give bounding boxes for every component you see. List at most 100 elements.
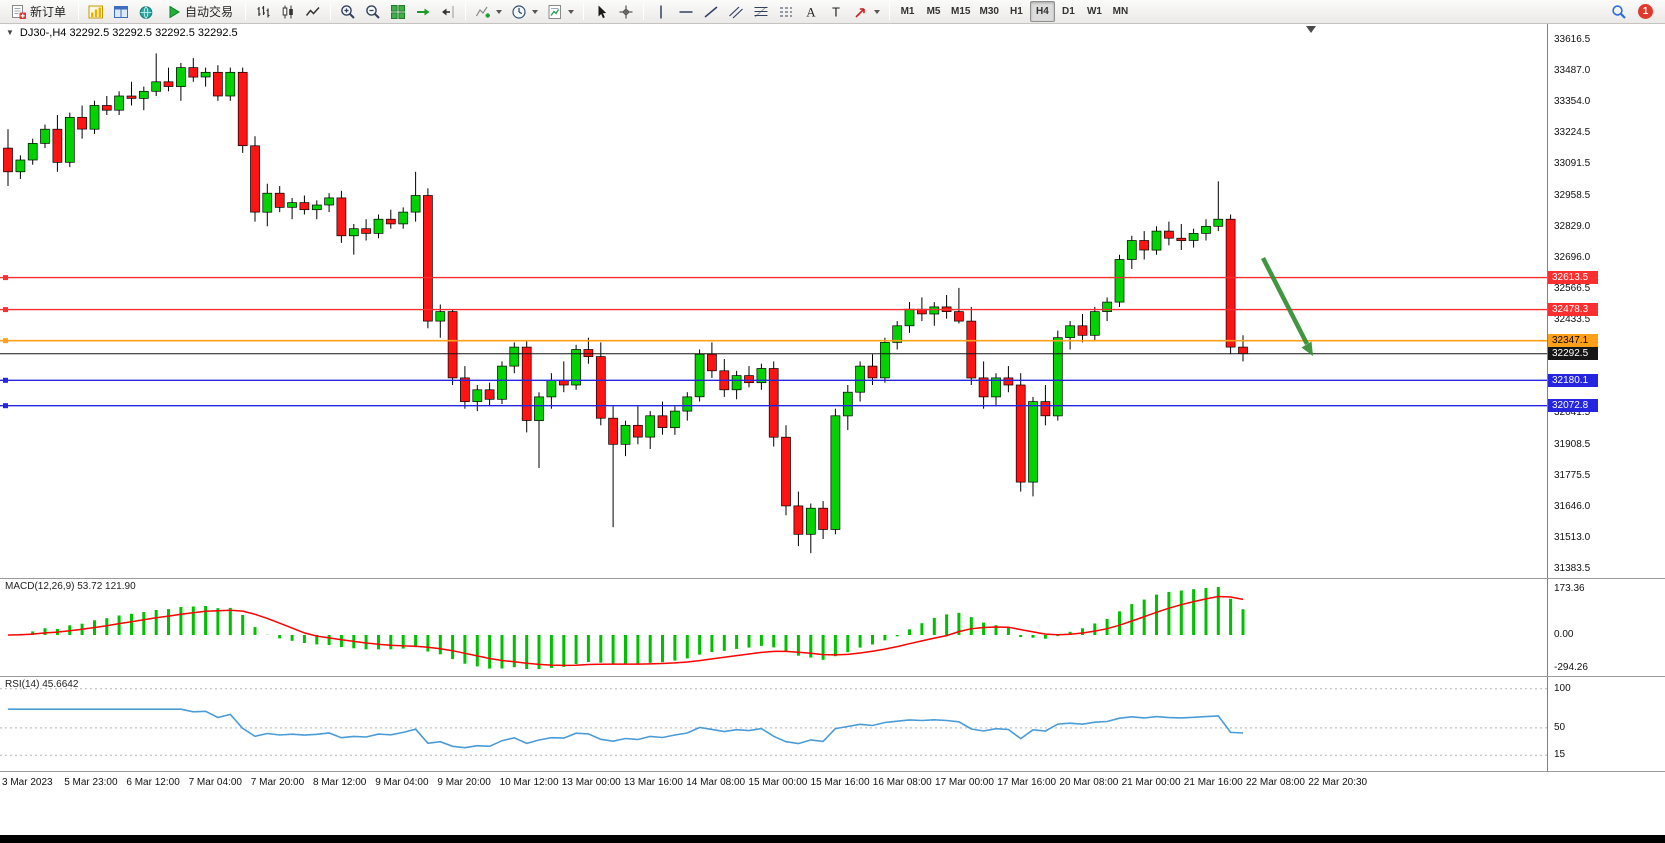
label-icon: T bbox=[832, 4, 840, 19]
candlestick-button[interactable] bbox=[276, 1, 300, 22]
time-axis-label: 21 Mar 16:00 bbox=[1183, 777, 1243, 788]
dropdown-arrow-icon bbox=[532, 9, 539, 14]
candlestick-icon bbox=[282, 5, 293, 18]
community-button[interactable] bbox=[134, 1, 158, 22]
time-axis-label: 22 Mar 08:00 bbox=[1246, 777, 1305, 788]
cursor-button[interactable] bbox=[589, 1, 613, 22]
zoom-in-button[interactable] bbox=[336, 1, 360, 22]
horizontal-line-icon bbox=[679, 10, 693, 13]
rsi-level-lines bbox=[0, 688, 1547, 756]
clock-icon bbox=[512, 4, 526, 19]
timeframe-button-d1[interactable]: D1 bbox=[1056, 1, 1081, 22]
profiles-button[interactable] bbox=[109, 1, 133, 22]
levels-icon bbox=[780, 7, 793, 16]
arrows-button[interactable] bbox=[849, 1, 884, 22]
toolbar-separator bbox=[245, 3, 247, 20]
timeframe-button-h4[interactable]: H4 bbox=[1029, 1, 1055, 22]
time-axis-label: 21 Mar 00:00 bbox=[1121, 777, 1181, 788]
rsi-axis-label: 100 bbox=[1554, 682, 1571, 694]
time-axis-label: 9 Mar 20:00 bbox=[437, 777, 491, 788]
trendline-icon bbox=[704, 5, 718, 18]
new-order-button[interactable]: 新订单 bbox=[4, 1, 73, 22]
rsi-axis-label: 15 bbox=[1554, 749, 1566, 761]
time-axis[interactable]: 3 Mar 2023 5 Mar 23:00 6 Mar 12:00 7 Mar 04… bbox=[0, 772, 1547, 812]
price-axis-label: 33091.5 bbox=[1554, 158, 1591, 170]
play-icon bbox=[169, 5, 180, 18]
text-button[interactable]: A bbox=[799, 1, 823, 22]
price-level-tag: 32613.5 bbox=[1548, 271, 1598, 285]
time-axis-label: 13 Mar 00:00 bbox=[561, 777, 621, 788]
price-axis-label: 33616.5 bbox=[1554, 34, 1591, 45]
tile-windows-button[interactable] bbox=[386, 1, 410, 22]
trendline-button[interactable] bbox=[699, 1, 723, 22]
crosshair-icon bbox=[619, 5, 633, 18]
zoom-out-icon bbox=[366, 4, 380, 19]
time-axis-label: 7 Mar 20:00 bbox=[250, 777, 305, 788]
line-handle[interactable] bbox=[3, 377, 8, 383]
line-handle[interactable] bbox=[3, 307, 8, 313]
timeframe-button-w1[interactable]: W1 bbox=[1082, 1, 1107, 22]
line-chart-button[interactable] bbox=[301, 1, 325, 22]
time-axis-label: 10 Mar 12:00 bbox=[499, 777, 559, 788]
main-chart-canvas[interactable] bbox=[0, 24, 1547, 578]
price-axis-label: 31775.5 bbox=[1554, 470, 1591, 482]
one-click-trading-toggle-icon[interactable]: ▼ bbox=[6, 28, 14, 37]
chart-window: ▼ DJ30-,H4 32292.5 32292.5 32292.5 32292… bbox=[0, 24, 1665, 835]
price-axis-label: 32958.5 bbox=[1554, 189, 1591, 201]
bar-chart-button[interactable] bbox=[251, 1, 275, 22]
price-axis-label: 33224.5 bbox=[1554, 126, 1591, 138]
auto-trading-button[interactable]: 自动交易 bbox=[159, 1, 240, 22]
search-button[interactable] bbox=[1607, 1, 1631, 22]
timeframe-button-m15[interactable]: M15 bbox=[947, 1, 974, 22]
time-axis-label: 8 Mar 12:00 bbox=[313, 777, 367, 788]
zoom-out-button[interactable] bbox=[361, 1, 385, 22]
toolbar-separator bbox=[643, 3, 645, 20]
zoom-in-icon bbox=[341, 4, 355, 19]
label-button[interactable]: T bbox=[824, 1, 848, 22]
macd-indicator-canvas[interactable] bbox=[0, 579, 1547, 676]
timeframe-button-m30[interactable]: M30 bbox=[975, 1, 1002, 22]
periods-button[interactable] bbox=[507, 1, 542, 22]
price-level-tag: 32292.5 bbox=[1548, 347, 1598, 361]
price-axis-label: 32041.5 bbox=[1554, 407, 1591, 419]
new-chart-button[interactable] bbox=[84, 1, 108, 22]
time-axis-separator bbox=[0, 771, 1665, 772]
price-axis[interactable]: 33616.5 33487.0 33354.0 33224.5 33091.5 32958… bbox=[1547, 24, 1665, 771]
dropdown-arrow-icon bbox=[874, 9, 881, 14]
time-axis-label: 22 Mar 20:30 bbox=[1308, 777, 1368, 788]
indicators-button[interactable] bbox=[471, 1, 506, 22]
panel-splitter[interactable] bbox=[0, 578, 1665, 579]
channel-button[interactable] bbox=[724, 1, 748, 22]
time-axis-label: 7 Mar 04:00 bbox=[188, 777, 242, 788]
time-axis-label: 17 Mar 00:00 bbox=[935, 777, 994, 788]
line-handle[interactable] bbox=[3, 403, 8, 409]
line-handle[interactable] bbox=[3, 275, 8, 281]
fibonacci-button[interactable] bbox=[749, 1, 773, 22]
chart-shift-marker-icon[interactable] bbox=[1306, 26, 1316, 33]
notifications-badge[interactable]: 1 bbox=[1638, 4, 1653, 19]
vertical-line-button[interactable] bbox=[649, 1, 673, 22]
levels-button[interactable] bbox=[774, 1, 798, 22]
rsi-indicator-canvas[interactable] bbox=[0, 677, 1547, 771]
dropdown-arrow-icon bbox=[496, 9, 503, 14]
crosshair-button[interactable] bbox=[614, 1, 638, 22]
timeframe-button-mn[interactable]: MN bbox=[1108, 1, 1133, 22]
toolbar-button-group: 新订单 自动交易 A T M1 M5 M15 M30 H1 H4 D1 W1 MN bbox=[4, 1, 1133, 22]
auto-scroll-button[interactable] bbox=[411, 1, 435, 22]
trend-arrow[interactable] bbox=[1260, 256, 1313, 356]
timeframe-button-m1[interactable]: M1 bbox=[895, 1, 920, 22]
chart-shift-button[interactable] bbox=[436, 1, 460, 22]
panel-splitter[interactable] bbox=[0, 676, 1665, 677]
price-axis-label: 31646.0 bbox=[1554, 500, 1591, 512]
line-handle[interactable] bbox=[3, 338, 8, 344]
level-lines[interactable] bbox=[0, 275, 1547, 409]
macd-label: MACD(12,26,9) 53.72 121.90 bbox=[5, 581, 136, 592]
rsi-line bbox=[8, 708, 1244, 749]
timeframe-button-h1[interactable]: H1 bbox=[1004, 1, 1029, 22]
horizontal-line-button[interactable] bbox=[674, 1, 698, 22]
templates-button[interactable] bbox=[543, 1, 578, 22]
rsi-label: RSI(14) 45.6642 bbox=[5, 679, 79, 690]
templates-icon bbox=[548, 4, 562, 19]
time-axis-label: 20 Mar 08:00 bbox=[1059, 777, 1119, 788]
timeframe-button-m5[interactable]: M5 bbox=[921, 1, 946, 22]
